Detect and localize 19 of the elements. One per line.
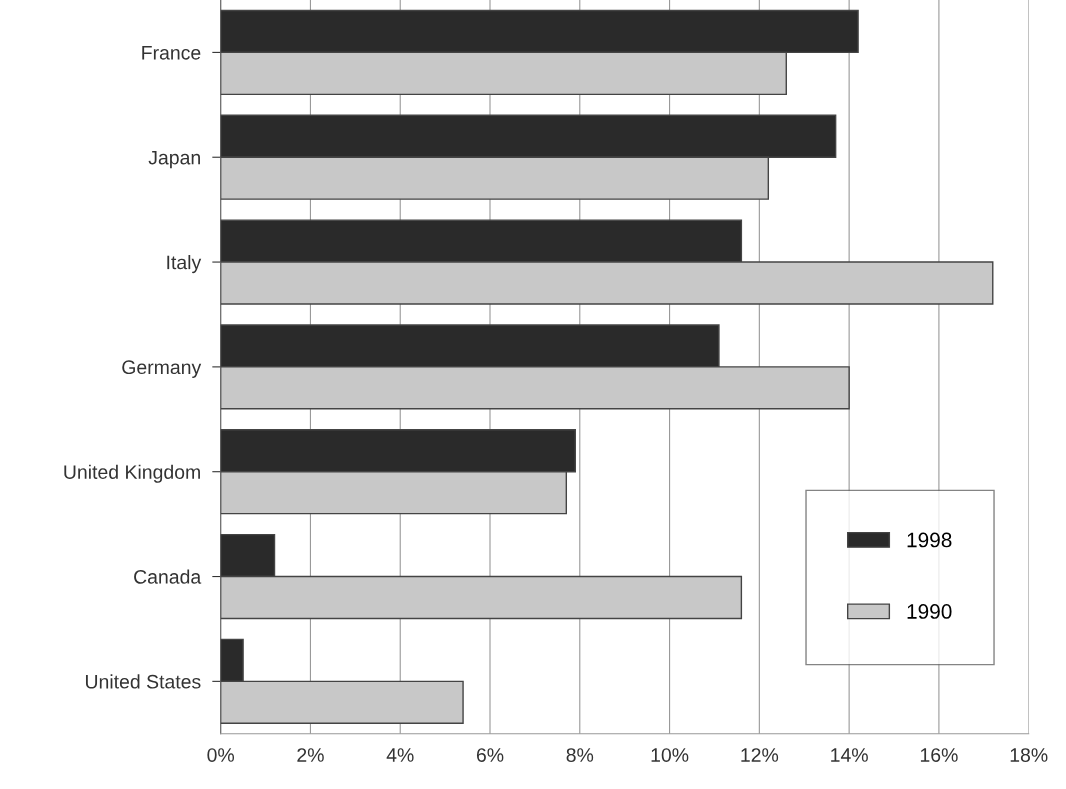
y-tick-label: United States [85, 674, 201, 689]
x-tick-label: 4% [386, 748, 414, 762]
x-tick-label: 16% [920, 748, 958, 762]
x-tick-label: 12% [741, 748, 779, 762]
x-tick-label: 18% [1010, 748, 1048, 762]
x-tick-label: 8% [566, 748, 594, 762]
x-tick-label: 10% [651, 748, 689, 762]
legend-label: 1998 [907, 532, 952, 548]
legend-label: 1990 [907, 604, 952, 619]
y-tick-label: France [142, 46, 201, 60]
x-tick-label: 0% [207, 748, 235, 762]
y-tick-label: Germany [122, 360, 202, 378]
x-tick-label: 14% [831, 748, 868, 762]
y-tick-label: Italy [167, 255, 202, 274]
x-tick-label: 2% [297, 748, 324, 762]
y-tick-label: Canada [134, 569, 202, 584]
y-tick-label: United Kingdom [64, 464, 200, 483]
x-tick-label: 6% [476, 748, 504, 762]
y-tick-label: Japan [148, 150, 200, 169]
